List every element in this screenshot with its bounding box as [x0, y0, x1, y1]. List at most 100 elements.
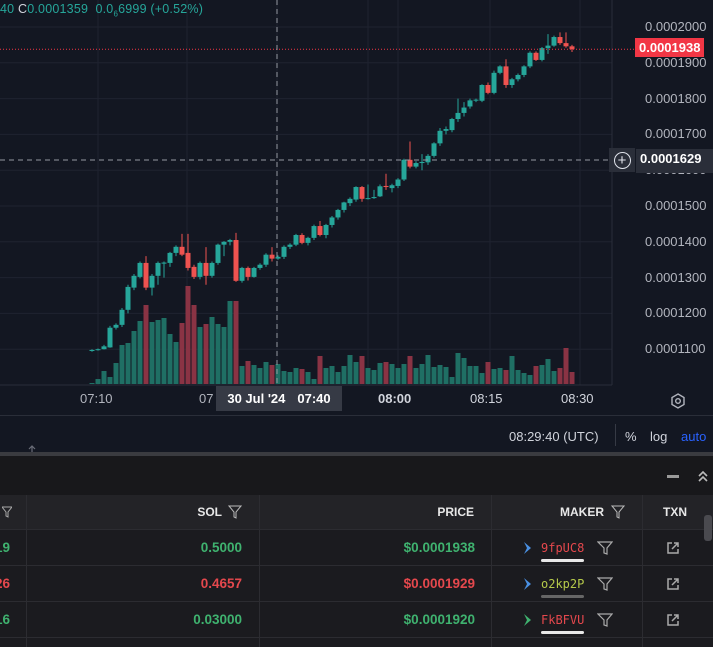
volume-bar: [563, 348, 569, 384]
candle-body: [527, 52, 533, 67]
external-link-icon[interactable]: [662, 602, 680, 637]
volume-bar: [389, 364, 395, 384]
table-row[interactable]: 16 0.03000 $0.0001920 FkBFVU: [0, 602, 713, 638]
price-tick: 0.0001500: [645, 198, 707, 213]
volume-bar: [395, 368, 401, 384]
volume-bar: [185, 286, 191, 384]
maker-wallet-icon: [520, 602, 534, 637]
table-row[interactable]: 19 0.5000 $0.0001938 9fpUC8: [0, 530, 713, 566]
volume-bar: [233, 301, 239, 384]
settings-icon[interactable]: [669, 392, 687, 410]
legend-change: 0.0: [95, 2, 114, 16]
maker-link[interactable]: FkBFVU: [541, 602, 587, 637]
volume-bar: [221, 327, 227, 384]
maker-filter-icon[interactable]: [595, 566, 613, 601]
time-tick: 08:15: [470, 391, 503, 406]
maker-link[interactable]: o2kp2P: [541, 566, 587, 601]
row-price: $0.0001929: [403, 576, 475, 591]
volume-bar: [377, 363, 383, 384]
maker-filter-icon[interactable]: [595, 530, 613, 565]
column-divider: [26, 495, 27, 647]
candle-body: [545, 45, 551, 49]
minimize-icon[interactable]: [667, 475, 679, 478]
maker-wallet-icon: [520, 530, 534, 565]
maker-address: FkBFVU: [541, 612, 585, 627]
trades-table: SOL PRICE MAKER TXN 19 0.5000 $0.0001938…: [0, 495, 713, 647]
external-link-icon[interactable]: [662, 530, 680, 565]
candle-body: [257, 264, 263, 268]
volume-bar: [443, 367, 449, 384]
candle-body: [347, 198, 353, 204]
utc-clock: 08:29:40 (UTC): [509, 429, 599, 444]
volume-bar: [113, 363, 119, 384]
candle-body: [371, 197, 377, 199]
candle-body: [209, 262, 215, 276]
legend-change-sub: 6: [113, 9, 119, 19]
volume-bar: [431, 367, 437, 384]
table-row[interactable]: 26 0.4657 $0.0001929 o2kp2P: [0, 566, 713, 602]
candle-body: [239, 267, 245, 281]
candle-body: [437, 130, 443, 144]
volume-bar: [317, 356, 323, 384]
ohlc-legend: 40 C0.0001359 0.066999 (+0.52%): [0, 2, 203, 19]
maker-link[interactable]: 9fpUC8: [541, 530, 587, 565]
volume-bar: [101, 371, 107, 384]
candle-body: [281, 246, 287, 257]
volume-bar: [485, 362, 491, 384]
volume-bar: [257, 368, 263, 384]
header-price: PRICE: [437, 505, 474, 519]
scrollbar[interactable]: [704, 515, 712, 541]
candlestick-chart[interactable]: [0, 0, 713, 415]
candle-body: [221, 241, 227, 245]
candle-body: [125, 286, 131, 310]
volume-bar: [467, 366, 473, 384]
candle-body: [473, 99, 479, 101]
candle-body: [173, 246, 179, 253]
volume-bar: [329, 366, 335, 384]
candle-body: [185, 252, 191, 268]
maker-filter-icon[interactable]: [607, 495, 625, 529]
candle-body: [167, 252, 173, 263]
log-toggle[interactable]: log: [650, 429, 668, 444]
add-alert-button[interactable]: +: [609, 148, 635, 172]
volume-bar: [539, 365, 545, 384]
candle-body: [119, 309, 125, 325]
candle-body: [509, 79, 515, 85]
filter-icon[interactable]: [0, 495, 12, 529]
candle-body: [233, 240, 239, 281]
price-tick: 0.0001300: [645, 269, 707, 285]
candle-body: [389, 185, 395, 189]
row-sol: 0.03000: [193, 612, 242, 627]
candle-body: [191, 266, 197, 277]
candle-body: [539, 48, 545, 60]
volume-bar: [533, 366, 539, 384]
candle-body: [467, 100, 473, 107]
volume-bar: [137, 321, 143, 384]
panel-divider[interactable]: [0, 452, 713, 456]
percent-toggle[interactable]: %: [625, 429, 637, 444]
external-link-icon[interactable]: [662, 566, 680, 601]
volume-bar: [227, 301, 233, 384]
auto-toggle[interactable]: auto: [681, 429, 707, 444]
volume-bar: [341, 366, 347, 384]
candle-body: [353, 187, 359, 200]
candle-body: [251, 267, 257, 277]
volume-bar: [95, 379, 101, 384]
legend-change-pct: (+0.52%): [150, 2, 204, 16]
volume-bar: [131, 331, 137, 384]
volume-bar: [383, 362, 389, 384]
sol-filter-icon[interactable]: [226, 495, 242, 529]
price-chart[interactable]: 40 C0.0001359 0.066999 (+0.52%) 0.000200…: [0, 0, 713, 415]
candle-body: [155, 262, 161, 276]
volume-bar: [425, 355, 431, 384]
candle-body: [461, 107, 467, 113]
row-sol: 0.5000: [200, 540, 242, 555]
maker-filter-icon[interactable]: [595, 602, 613, 637]
volume-bar: [473, 366, 479, 384]
double-chevron-up-icon[interactable]: [697, 468, 709, 484]
volume-bar: [335, 372, 341, 384]
volume-bar: [299, 369, 305, 384]
candle-body: [365, 198, 371, 200]
volume-bar: [371, 370, 377, 384]
candle-body: [323, 224, 329, 235]
